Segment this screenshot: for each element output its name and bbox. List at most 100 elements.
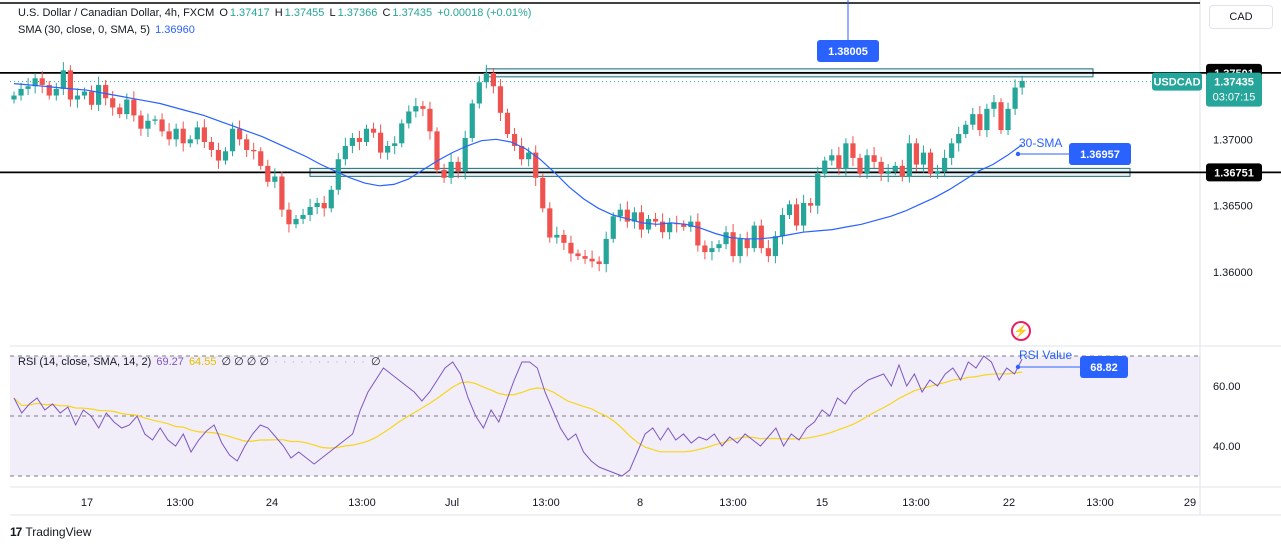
time-tick-label: 8 — [637, 497, 643, 509]
candle-body — [187, 139, 193, 144]
candle-body — [462, 138, 468, 172]
rsi-callout-value: 68.82 — [1090, 362, 1118, 374]
candle-body — [286, 209, 292, 225]
support-level-label-bg — [1206, 163, 1262, 182]
candle-body — [751, 225, 757, 249]
ticker-countdown: 03:07:15 — [1213, 92, 1256, 104]
sma-legend[interactable]: SMA (30, close, 0, SMA, 5) 1.36960 — [18, 24, 197, 36]
candle-body — [667, 222, 673, 233]
ohlc-high-label: H — [274, 7, 283, 19]
candle-body — [695, 221, 701, 246]
candle-body — [272, 176, 278, 182]
sma-callout-value: 1.36957 — [1080, 149, 1120, 161]
candle-body — [138, 115, 144, 129]
candle-body — [681, 224, 687, 227]
candle-body — [589, 258, 595, 262]
candle-body — [716, 244, 722, 249]
candle-body — [568, 242, 574, 254]
candle-body — [920, 152, 927, 165]
rsi-line — [13, 355, 1023, 477]
candle-body — [970, 114, 976, 125]
candle-body — [624, 209, 630, 222]
candle-body — [279, 176, 285, 210]
candle-body — [392, 143, 398, 146]
candle-body — [53, 88, 59, 96]
candle-body — [11, 95, 17, 100]
currency-selector[interactable]: CAD — [1209, 5, 1273, 29]
candle-body — [342, 145, 348, 160]
candle-body — [801, 203, 807, 226]
candle-body — [67, 70, 73, 100]
tradingview-logo[interactable]: 17 TradingView — [10, 525, 91, 539]
candle-body — [977, 114, 983, 131]
candle-body — [180, 128, 186, 144]
candle-body — [420, 106, 426, 109]
time-tick-label: 13:00 — [348, 497, 376, 509]
ohlc-low-label: L — [329, 7, 336, 19]
rsi-callout-value-bg — [1080, 356, 1128, 378]
candle-body — [688, 221, 694, 227]
high-callout-value: 1.38005 — [828, 46, 868, 58]
price-tick-label: 1.37000 — [1213, 134, 1253, 146]
price-tick-label: 1.36000 — [1213, 267, 1253, 279]
candle-body — [540, 177, 546, 209]
candle-body — [469, 103, 475, 138]
candle-body — [1005, 108, 1011, 131]
flash-icon[interactable]: ⚡ — [1011, 321, 1031, 341]
candle-body — [603, 238, 609, 265]
candle-body — [356, 138, 363, 142]
candle-body — [32, 78, 38, 87]
ohlc-close-value: 1.37435 — [392, 7, 433, 19]
candle-body — [561, 234, 567, 243]
candle-body — [511, 134, 518, 146]
candle-body — [864, 155, 870, 174]
ohlc-legend: U.S. Dollar / Canadian Dollar, 4h, FXCM … — [18, 7, 533, 19]
candle-body — [878, 161, 884, 174]
candle-body — [610, 216, 616, 239]
candle-body — [124, 99, 130, 115]
currency-label: CAD — [1229, 11, 1253, 23]
candle-body — [321, 203, 327, 209]
candle-body — [39, 78, 45, 85]
candle-body — [476, 82, 482, 104]
rsi-legend-value: 69.27 — [156, 356, 184, 368]
rsi-ma-line — [13, 371, 1023, 453]
candle-body — [857, 157, 863, 174]
sma-legend-value: 1.36960 — [155, 24, 195, 36]
candle-body — [81, 91, 88, 96]
candle-body — [152, 119, 158, 121]
candle-body — [843, 143, 849, 169]
candle-body — [793, 204, 800, 226]
candle-body — [504, 112, 511, 135]
candle-body — [617, 209, 623, 217]
candle-body — [998, 102, 1004, 131]
candle-body — [363, 128, 370, 142]
candle-body — [307, 207, 313, 215]
candle-body — [46, 84, 52, 96]
candle-body — [96, 84, 102, 105]
candle-body — [737, 238, 743, 257]
ticker-label-bg — [1152, 72, 1202, 91]
candle-body — [399, 123, 405, 144]
candle-body — [117, 107, 123, 115]
symbol-title: U.S. Dollar / Canadian Dollar, 4h, FXCM — [18, 7, 215, 19]
candle-body — [892, 165, 898, 172]
candle-body — [850, 143, 856, 158]
candle-body — [596, 261, 602, 265]
candle-body — [166, 131, 172, 140]
candle-body — [455, 161, 461, 172]
candle-body — [645, 218, 652, 230]
rsi-legend[interactable]: RSI (14, close, SMA, 14, 2) 69.27 64.55 … — [18, 355, 383, 368]
candle-body — [808, 203, 814, 206]
candle-body — [74, 95, 81, 100]
candle-body — [434, 131, 440, 170]
candle-body — [533, 152, 539, 178]
support-level-label: 1.36751 — [1214, 167, 1254, 179]
time-tick-label: 17 — [81, 497, 93, 509]
candle-body — [1012, 87, 1018, 109]
time-tick-label: 13:00 — [166, 497, 194, 509]
candle-body — [244, 139, 250, 150]
candle-body — [899, 165, 905, 177]
candle-body — [328, 189, 334, 209]
